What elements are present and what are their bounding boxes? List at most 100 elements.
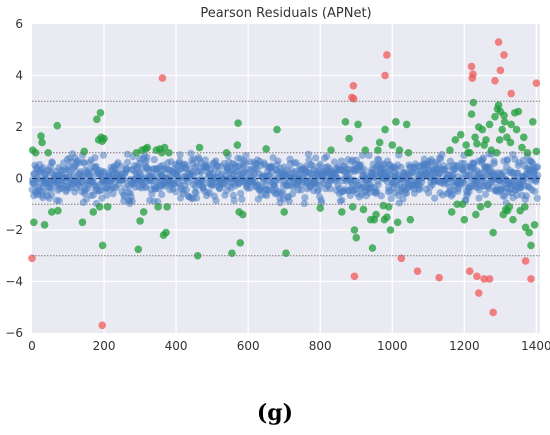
residual-point-moderate <box>316 204 325 212</box>
residual-point-normal <box>238 195 246 203</box>
residual-point-moderate <box>160 143 169 152</box>
residual-point-extreme <box>473 272 481 281</box>
residual-point-moderate <box>38 138 46 147</box>
residual-point-moderate <box>134 245 143 254</box>
residual-point-normal <box>80 159 88 167</box>
residual-point-moderate <box>514 107 523 116</box>
residual-point-normal <box>397 163 405 171</box>
residual-point-moderate <box>388 141 397 149</box>
residual-point-moderate <box>234 119 242 127</box>
residual-point-normal <box>176 151 184 159</box>
residual-point-moderate <box>467 110 476 118</box>
x-tick-label: 800 <box>309 339 332 353</box>
residual-point-extreme <box>28 254 36 263</box>
residual-point-moderate <box>500 118 509 126</box>
residual-point-normal <box>534 171 542 180</box>
residual-point-extreme <box>413 267 422 276</box>
residual-point-normal <box>48 159 56 167</box>
residual-point-moderate <box>447 208 456 216</box>
residual-point-moderate <box>327 146 335 154</box>
residual-point-moderate <box>352 233 361 242</box>
x-axis-ticks: 0 200 400 600 800 1000 1200 1400 <box>28 339 550 353</box>
residual-point-moderate <box>505 203 514 211</box>
residual-point-moderate <box>368 244 377 252</box>
residual-point-moderate <box>509 215 517 224</box>
residual-point-normal <box>326 185 334 193</box>
residual-point-extreme <box>469 70 477 79</box>
chart-title: Pearson Residuals (APNet) <box>200 6 371 21</box>
residual-point-moderate <box>465 148 474 157</box>
residual-point-normal <box>424 189 433 197</box>
residual-point-normal <box>461 179 469 187</box>
residual-point-normal <box>128 197 136 205</box>
x-tick-label: 400 <box>165 339 188 353</box>
residual-point-moderate <box>527 241 535 250</box>
residual-point-moderate <box>469 98 478 107</box>
residual-point-normal <box>330 158 339 166</box>
residual-point-normal <box>312 154 320 162</box>
residual-point-moderate <box>361 146 370 154</box>
residual-point-moderate <box>528 118 537 126</box>
residual-point-extreme <box>494 38 503 46</box>
x-tick-label: 600 <box>237 339 260 353</box>
residual-point-moderate <box>446 146 454 154</box>
residual-point-normal <box>91 154 99 162</box>
residual-point-normal <box>438 150 446 159</box>
residual-point-extreme <box>465 267 474 276</box>
residual-point-moderate <box>273 125 281 134</box>
residual-point-moderate <box>280 208 288 216</box>
residual-point-extreme <box>489 308 497 317</box>
residual-point-moderate <box>233 141 242 149</box>
residual-point-normal <box>123 158 132 166</box>
residual-point-moderate <box>460 215 469 224</box>
residual-point-moderate <box>359 205 368 214</box>
residual-point-normal <box>55 197 63 205</box>
residual-point-moderate <box>48 208 56 216</box>
residual-point-moderate <box>472 210 480 219</box>
residual-point-moderate <box>348 203 357 211</box>
residual-point-moderate <box>458 200 467 209</box>
x-tick-label: 200 <box>93 339 116 353</box>
residual-point-normal <box>100 168 108 176</box>
residual-point-moderate <box>500 111 508 120</box>
residual-point-normal <box>48 191 56 199</box>
residual-point-moderate <box>165 148 173 157</box>
residual-point-extreme <box>485 275 494 283</box>
residual-point-extreme <box>381 71 389 80</box>
residual-point-moderate <box>238 210 247 219</box>
residual-point-moderate <box>462 141 470 149</box>
residual-point-normal <box>304 150 312 158</box>
residual-point-normal <box>187 149 195 157</box>
residual-point-moderate <box>525 228 533 237</box>
residual-point-moderate <box>473 139 481 148</box>
residual-point-moderate <box>262 145 270 153</box>
residual-point-normal <box>99 151 108 159</box>
residual-point-moderate <box>374 146 382 154</box>
residual-point-moderate <box>456 130 465 139</box>
x-tick-label: 0 <box>28 339 36 353</box>
residual-point-extreme <box>158 74 167 82</box>
y-tick-label: −6 <box>5 326 23 340</box>
residual-point-normal <box>193 194 201 202</box>
residual-point-normal <box>431 194 439 202</box>
residual-point-extreme <box>480 275 488 283</box>
x-tick-label: 1200 <box>449 339 480 353</box>
residual-point-extreme <box>532 79 541 88</box>
residual-point-normal <box>158 190 166 199</box>
residual-point-normal <box>109 190 117 198</box>
residual-point-normal <box>522 192 531 200</box>
residual-point-moderate <box>384 203 393 211</box>
residual-point-moderate <box>393 218 402 227</box>
y-tick-label: 2 <box>15 120 23 134</box>
residual-point-normal <box>374 181 382 189</box>
residual-point-normal <box>485 185 493 193</box>
residual-point-moderate <box>282 249 290 257</box>
residual-point-moderate <box>485 120 494 129</box>
residual-point-moderate <box>491 112 499 121</box>
residual-point-extreme <box>467 62 476 71</box>
residual-point-moderate <box>338 208 346 216</box>
residual-point-moderate <box>222 148 231 157</box>
residual-point-moderate <box>392 118 400 126</box>
residual-point-moderate <box>154 203 162 211</box>
residual-point-moderate <box>518 143 526 152</box>
